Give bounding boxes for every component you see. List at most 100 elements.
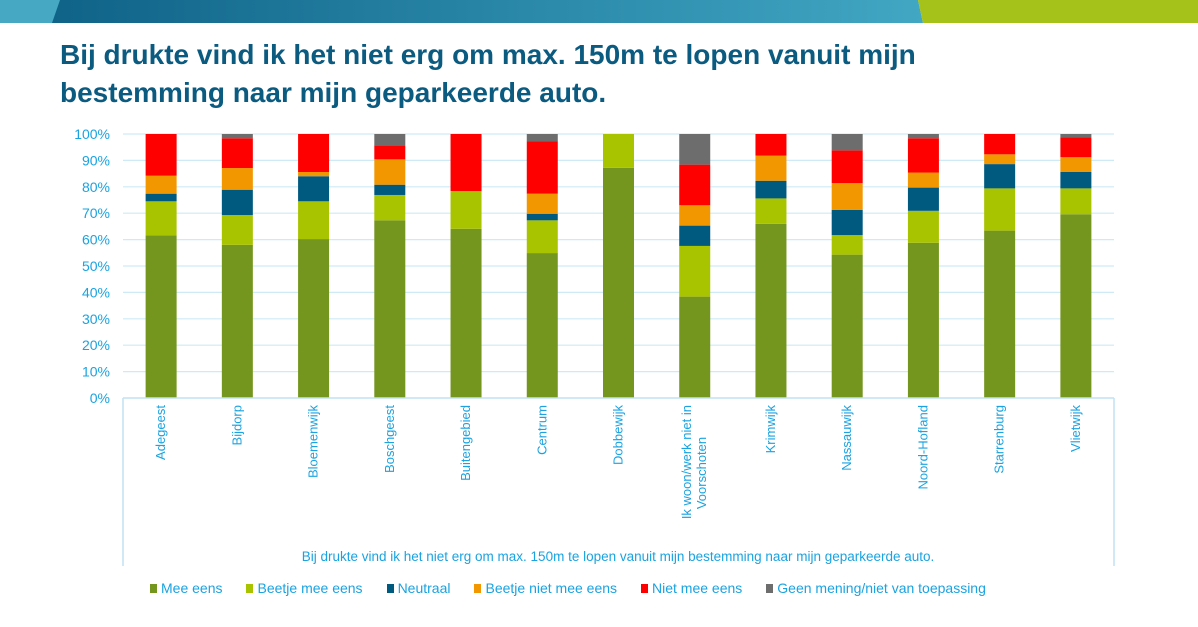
bar-segment-beetje-mee-eens [374, 194, 406, 221]
page-title: Bij drukte vind ik het niet erg om max. … [60, 36, 1160, 112]
bar-segment-beetje-mee-eens [221, 215, 253, 245]
legend-swatch [474, 583, 482, 593]
bar-segment-beetje-niet-mee-eens [1060, 157, 1092, 172]
bar-segment-geen-mening-niet-van-toepassing [374, 134, 406, 146]
bar-stack [907, 134, 939, 398]
y-tick-label: 20% [82, 337, 110, 353]
legend-swatch [150, 583, 157, 593]
bar-segment-neutraal [221, 189, 253, 216]
banner-gradient-segment-2 [52, 0, 923, 23]
bar-segment-niet-mee-eens [831, 150, 863, 184]
header-banner [0, 0, 1198, 23]
y-tick-label: 100% [74, 126, 110, 142]
bar-segment-mee-eens [526, 253, 558, 398]
bar-segment-beetje-mee-eens [603, 134, 634, 168]
x-tick-label: Voorschoten [694, 437, 709, 509]
bar-segment-beetje-mee-eens [907, 210, 939, 243]
legend-label: Mee eens [161, 580, 223, 596]
bar-segment-beetje-mee-eens [831, 235, 863, 255]
bar-segment-neutraal [526, 213, 558, 221]
y-tick-label: 40% [82, 284, 110, 300]
bar-segment-neutraal [679, 225, 711, 246]
bar-segment-geen-mening-niet-van-toepassing [831, 134, 863, 151]
bar-segment-beetje-niet-mee-eens [298, 172, 330, 177]
bar-segment-niet-mee-eens [221, 138, 253, 169]
bar-segment-geen-mening-niet-van-toepassing [679, 134, 711, 165]
y-tick-label: 90% [82, 152, 110, 168]
bar-segment-beetje-mee-eens [755, 198, 787, 224]
x-tick-label: Krimwijk [763, 405, 778, 454]
bar-stack [603, 134, 634, 398]
legend-item: Geen mening/niet van toepassing [766, 580, 986, 596]
bar-stack [221, 134, 253, 398]
legend-swatch [766, 583, 774, 593]
y-tick-label: 80% [82, 179, 110, 195]
legend-swatch [246, 583, 254, 593]
bar-segment-geen-mening-niet-van-toepassing [1060, 134, 1092, 138]
bar-stack [1060, 134, 1092, 398]
bar-segment-beetje-mee-eens [298, 201, 330, 240]
bar-segment-niet-mee-eens [298, 134, 330, 173]
bar-segment-neutraal [145, 193, 177, 202]
bar-segment-neutraal [755, 180, 787, 199]
bar-segment-geen-mening-niet-van-toepassing [907, 134, 939, 139]
bar-segment-niet-mee-eens [450, 134, 482, 192]
bar-stack [374, 134, 406, 398]
bar-segment-beetje-niet-mee-eens [984, 154, 1016, 165]
x-tick-label: Adegeest [153, 405, 168, 460]
legend-label: Neutraal [397, 580, 451, 596]
x-tick-label: Vlietwijk [1068, 405, 1083, 452]
x-tick-label: Starrenburg [992, 405, 1007, 474]
bar-segment-niet-mee-eens [907, 138, 939, 173]
bar-segment-beetje-niet-mee-eens [907, 172, 939, 188]
bar-segment-niet-mee-eens [374, 145, 406, 160]
legend-label: Beetje mee eens [257, 580, 363, 596]
bar-segment-mee-eens [145, 235, 177, 398]
legend-item: Neutraal [386, 580, 451, 596]
chart-frame [122, 397, 1115, 566]
bar-stack [145, 134, 177, 398]
bar-segment-niet-mee-eens [145, 134, 177, 176]
bar-segment-neutraal [831, 209, 863, 236]
chart-legend: Mee eens Beetje mee eens Neutraal Beetje ni… [150, 580, 1010, 596]
bar-segment-niet-mee-eens [1060, 137, 1092, 158]
legend-label: Geen mening/niet van toepassing [777, 580, 986, 596]
bar-segment-neutraal [907, 187, 939, 211]
banner-right-segment [918, 0, 1198, 23]
bar-segment-beetje-niet-mee-eens [374, 159, 406, 185]
bar-segment-mee-eens [450, 228, 482, 398]
x-tick-label: Buitengebied [458, 405, 473, 481]
y-tick-label: 70% [82, 205, 110, 221]
x-tick-label: Dobbewijk [611, 405, 626, 465]
bar-segment-beetje-mee-eens [145, 201, 177, 236]
bar-segment-beetje-mee-eens [1060, 188, 1092, 215]
y-tick-label: 60% [82, 232, 110, 248]
x-tick-label: Nassauwijk [839, 405, 854, 471]
bar-stack [298, 134, 330, 398]
bar-segment-niet-mee-eens [679, 164, 711, 206]
bar-segment-mee-eens [1060, 214, 1092, 398]
bar-segment-mee-eens [221, 244, 253, 398]
x-tick-label: Centrum [534, 405, 549, 455]
bar-segment-neutraal [298, 176, 330, 202]
bar-segment-niet-mee-eens [755, 134, 787, 156]
bar-segment-mee-eens [755, 223, 787, 398]
legend-item: Beetje niet mee eens [474, 580, 617, 596]
y-tick-label: 30% [82, 311, 110, 327]
legend-item: Beetje mee eens [246, 580, 363, 596]
legend-swatch [386, 583, 394, 593]
y-axis-ticks: 0% 10% 20% 30% 40% 50% 60% 70% 80% 90% 100% [74, 126, 110, 406]
y-tick-label: 0% [90, 390, 110, 406]
bar-segment-beetje-mee-eens [450, 191, 482, 229]
bars [145, 134, 1092, 398]
bar-segment-mee-eens [984, 230, 1016, 398]
bar-segment-beetje-niet-mee-eens [221, 168, 253, 190]
bar-segment-mee-eens [679, 296, 711, 398]
x-tick-label: Ik woon/werk niet in [679, 405, 694, 519]
bar-stack [526, 134, 558, 398]
bar-segment-beetje-mee-eens [526, 220, 558, 254]
bar-segment-mee-eens [831, 254, 863, 398]
bar-segment-mee-eens [374, 220, 406, 398]
bar-segment-beetje-mee-eens [984, 188, 1016, 231]
